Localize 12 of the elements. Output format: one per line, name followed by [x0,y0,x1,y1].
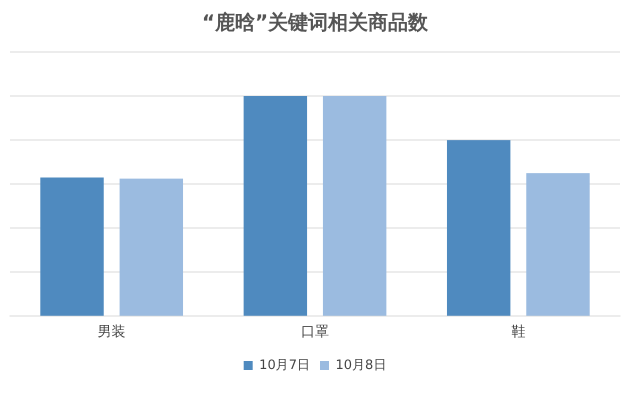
x-tick-label: 口罩 [301,324,329,340]
x-tick-label: 鞋 [511,324,526,340]
chart-title: “鹿晗”关键词相关商品数 [202,10,430,34]
bar [526,173,590,316]
bar [40,177,104,316]
legend-label: 10月8日 [336,358,386,373]
bar [322,96,386,316]
bar [120,178,184,316]
bar [446,140,510,316]
legend-label: 10月7日 [259,358,310,373]
bar [244,96,308,316]
x-tick-label: 男装 [98,324,126,340]
